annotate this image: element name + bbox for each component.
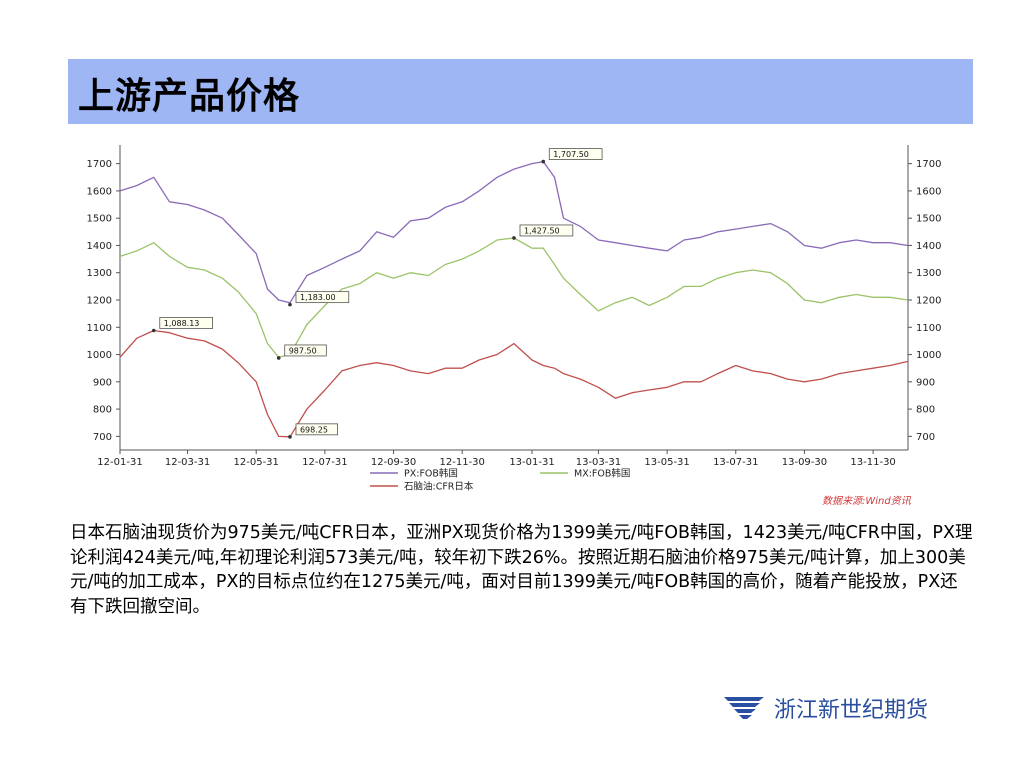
annotation-label: 1,707.50 [553,150,589,159]
annotation-dot [541,159,546,164]
chart-series [119,160,909,438]
x-tick-label: 13-03-31 [576,457,621,468]
y-tick-label-left: 1200 [87,296,112,307]
chart-annotations: 1,707.50 1,183.00 1,427.50 987.50 1,088.13 69… [151,148,603,439]
series-line-1 [119,237,909,358]
y-tick-label-right: 1000 [916,350,941,361]
y-tick-label-right: 1500 [916,214,941,225]
y-tick-label-left: 1500 [87,214,112,225]
y-tick-label-right: 1700 [916,159,941,170]
annotation-label: 1,427.50 [524,226,560,235]
y-tick-label-right: 1400 [916,241,941,252]
y-tick-label-left: 700 [93,432,112,443]
company-logo: 浙江新世纪期货 [722,690,928,726]
x-tick-label: 13-11-30 [850,457,895,468]
x-tick-label: 12-01-31 [97,457,142,468]
y-tick-label-right: 1300 [916,268,941,279]
y-tick-label-left: 1600 [87,186,112,197]
analysis-paragraph: 日本石脑油现货价为975美元/吨CFR日本，亚洲PX现货价格为1399美元/吨F… [70,523,973,617]
company-logo-icon [724,697,764,719]
chart-axes [119,145,909,451]
company-logo-text: 浙江新世纪期货 [774,698,929,723]
y-tick-label-right: 900 [916,377,935,388]
annotation-label: 1,088.13 [164,319,200,328]
x-tick-label: 12-05-31 [234,457,279,468]
y-tick-label-left: 1300 [87,268,112,279]
chart-ticks: 700 700 800 800 900 900 1000 1000 1100 1100 1200 12… [87,159,942,468]
x-tick-label: 13-09-30 [782,457,827,468]
x-tick-label: 12-07-31 [302,457,347,468]
y-tick-label-left: 1100 [87,323,112,334]
annotation-dot [288,302,292,307]
y-tick-label-left: 1700 [87,159,112,170]
series-line-0 [119,160,909,304]
annotation-dot [512,236,516,240]
data-source-label: 数据来源:Wind资讯 [822,496,911,507]
y-tick-label-right: 1200 [916,296,941,307]
x-tick-label: 12-03-31 [165,457,210,468]
x-tick-label: 13-07-31 [713,457,758,468]
annotation-label: 1,183.00 [300,293,336,302]
annotation-label: 698.25 [300,425,328,434]
y-tick-label-right: 700 [916,432,935,443]
y-tick-label-left: 1000 [87,350,112,361]
annotation-label: 987.50 [289,346,317,355]
y-tick-label-left: 1400 [87,241,112,252]
legend-label: 石脑油:CFR日本 [404,481,474,493]
y-tick-label-right: 800 [916,405,935,416]
y-tick-label-left: 800 [93,405,112,416]
annotation-dot [151,328,156,333]
y-tick-label-left: 900 [93,377,112,388]
x-tick-label: 13-05-31 [644,457,689,468]
y-tick-label-right: 1600 [916,186,941,197]
x-tick-label: 13-01-31 [509,457,554,468]
legend-label: MX:FOB韩国 [574,468,630,480]
title-bar: 上游产品价格 [68,59,973,124]
x-tick-label: 12-09-30 [371,457,416,468]
annotation-box [548,148,603,160]
annotation-dot [276,356,281,360]
slide-title: 上游产品价格 [78,76,301,117]
annotation-box [519,224,574,237]
annotation-box [295,291,350,304]
annotation-box [295,423,338,436]
legend-label: PX:FOB韩国 [404,468,458,480]
series-line-2 [119,329,909,438]
y-tick-label-right: 1100 [916,323,941,334]
price-line-chart: 700 700 800 800 900 900 1000 1000 1100 1100 1200 12… [87,145,942,493]
x-tick-label: 12-11-30 [440,457,485,468]
annotation-dot [288,435,292,439]
annotation-box [284,344,327,357]
annotation-box [159,317,213,329]
